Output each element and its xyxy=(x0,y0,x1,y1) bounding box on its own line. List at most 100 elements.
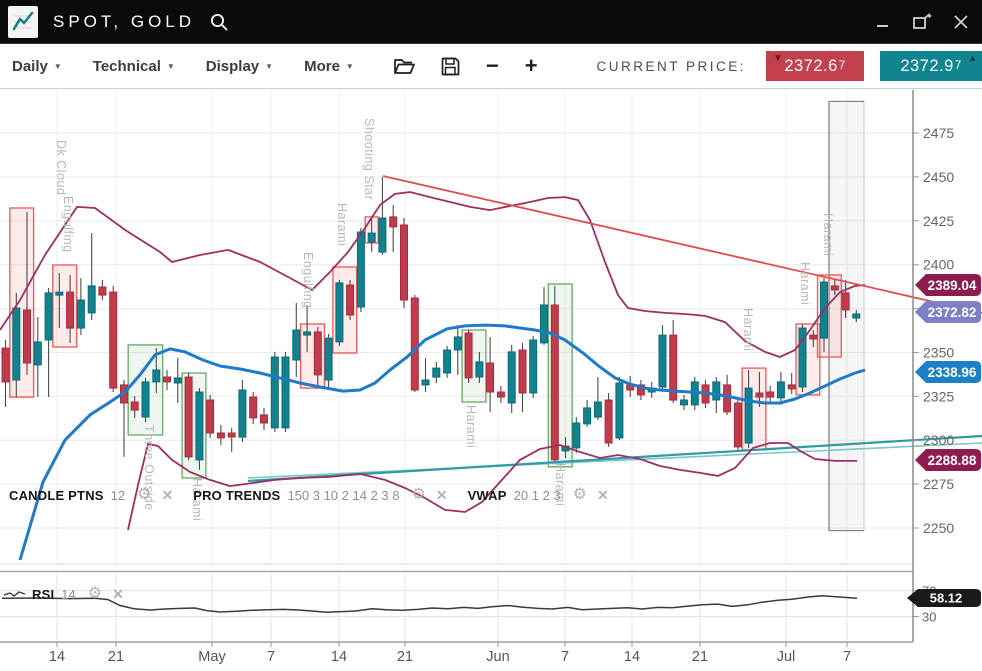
candle-body[interactable] xyxy=(615,382,624,439)
candle-body[interactable] xyxy=(163,376,171,383)
candle-body[interactable] xyxy=(841,292,850,311)
candle-body[interactable] xyxy=(367,232,376,243)
candle-body[interactable] xyxy=(529,339,538,394)
candle-body[interactable] xyxy=(583,407,592,425)
candle-body[interactable] xyxy=(55,291,64,296)
price-chart[interactable]: 2475245024252400237523502325230022752250… xyxy=(0,89,982,671)
title-bar[interactable]: SPOT, GOLD xyxy=(0,0,982,44)
candle-body[interactable] xyxy=(87,285,96,314)
candle-ptns-label: CANDLE PTNS xyxy=(9,487,104,503)
minimize-button[interactable] xyxy=(872,11,894,33)
close-button[interactable] xyxy=(950,11,972,33)
candle-body[interactable] xyxy=(572,422,581,449)
candle-body[interactable] xyxy=(712,381,721,401)
candle-body[interactable] xyxy=(216,432,225,439)
zoom-out-button[interactable]: − xyxy=(485,53,499,78)
candle-body[interactable] xyxy=(270,356,279,429)
candle-body[interactable] xyxy=(238,389,247,438)
candle-body[interactable] xyxy=(173,377,182,384)
candle-body[interactable] xyxy=(206,399,215,434)
open-folder-icon[interactable] xyxy=(393,57,415,76)
gear-icon[interactable]: ⚙ xyxy=(87,585,103,602)
save-icon[interactable] xyxy=(441,57,460,76)
candle-body[interactable] xyxy=(475,361,484,378)
candle-body[interactable] xyxy=(410,297,419,391)
candle-body[interactable] xyxy=(130,401,139,411)
candle-body[interactable] xyxy=(33,341,42,366)
candle-body[interactable] xyxy=(766,391,775,398)
close-icon[interactable]: ✕ xyxy=(597,487,609,503)
candle-body[interactable] xyxy=(723,384,732,413)
candle-body[interactable] xyxy=(292,329,301,361)
candle-body[interactable] xyxy=(260,414,268,424)
candle-body[interactable] xyxy=(324,337,333,381)
close-icon[interactable]: ✕ xyxy=(435,487,448,503)
candle-body[interactable] xyxy=(76,299,85,329)
candle-body[interactable] xyxy=(152,369,161,383)
candle-body[interactable] xyxy=(195,391,204,461)
candle-body[interactable] xyxy=(346,284,355,316)
candle-body[interactable] xyxy=(776,381,785,399)
menu-more[interactable]: More ▼ xyxy=(304,58,354,75)
search-icon[interactable] xyxy=(209,12,229,32)
candle-body[interactable] xyxy=(658,334,667,388)
candle-body[interactable] xyxy=(421,379,430,386)
candle-body[interactable] xyxy=(184,376,193,458)
candle-body[interactable] xyxy=(23,309,31,364)
menu-technical[interactable]: Technical ▼ xyxy=(93,58,175,75)
popout-button[interactable] xyxy=(911,11,933,33)
candle-body[interactable] xyxy=(141,381,150,418)
gear-icon[interactable]: ⚙ xyxy=(572,486,587,503)
candle-body[interactable] xyxy=(669,334,678,401)
candle-body[interactable] xyxy=(12,307,21,381)
candle-body[interactable] xyxy=(733,402,742,448)
candle-body[interactable] xyxy=(755,392,764,398)
close-icon[interactable]: ✕ xyxy=(161,487,174,503)
candle-body[interactable] xyxy=(636,384,645,396)
candle-body[interactable] xyxy=(378,217,387,253)
candle-body[interactable] xyxy=(249,396,258,419)
rsi-params: 14 xyxy=(61,586,76,602)
candle-body[interactable] xyxy=(1,347,10,383)
candle-body[interactable] xyxy=(518,349,527,394)
candle-body[interactable] xyxy=(550,304,559,461)
candle-body[interactable] xyxy=(281,356,290,429)
gear-icon[interactable]: ⚙ xyxy=(137,486,152,503)
menu-daily[interactable]: Daily ▼ xyxy=(12,58,62,75)
candle-body[interactable] xyxy=(356,231,365,308)
candle-body[interactable] xyxy=(680,399,688,406)
candle-body[interactable] xyxy=(809,334,818,340)
zoom-in-button[interactable]: + xyxy=(524,53,538,78)
candle-body[interactable] xyxy=(852,313,861,319)
candle-body[interactable] xyxy=(400,224,408,301)
candle-body[interactable] xyxy=(432,367,441,378)
legend-pro-trends: PRO TRENDS 150 3 10 2 14 2 3 8 ⚙ ✕ xyxy=(193,487,447,503)
candle-body[interactable] xyxy=(313,331,322,376)
candle-body[interactable] xyxy=(744,387,753,444)
candle-body[interactable] xyxy=(496,391,505,398)
menu-display[interactable]: Display ▼ xyxy=(206,58,273,75)
candle-body[interactable] xyxy=(464,332,473,379)
candle-body[interactable] xyxy=(453,336,462,351)
candle-body[interactable] xyxy=(540,304,548,344)
close-icon[interactable]: ✕ xyxy=(112,586,124,602)
candle-body[interactable] xyxy=(44,292,53,341)
legend-vwap: VWAP 20 1 2 3 ⚙ ✕ xyxy=(468,487,609,503)
candle-body[interactable] xyxy=(830,285,839,291)
candle-body[interactable] xyxy=(604,399,613,444)
candle-body[interactable] xyxy=(335,282,344,343)
candle-body[interactable] xyxy=(593,401,602,418)
candle-body[interactable] xyxy=(109,291,118,389)
candle-body[interactable] xyxy=(443,349,452,374)
candle-body[interactable] xyxy=(486,362,495,393)
candle-body[interactable] xyxy=(389,216,398,228)
candle-body[interactable] xyxy=(798,327,807,388)
candle-body[interactable] xyxy=(507,351,516,404)
axes: 2400 xyxy=(923,257,954,273)
candle-body[interactable] xyxy=(66,291,75,329)
candle-body[interactable] xyxy=(787,384,796,390)
candle-body[interactable] xyxy=(303,331,312,336)
candle-body[interactable] xyxy=(227,432,236,438)
gear-icon[interactable]: ⚙ xyxy=(411,486,426,503)
candle-body[interactable] xyxy=(98,286,107,296)
